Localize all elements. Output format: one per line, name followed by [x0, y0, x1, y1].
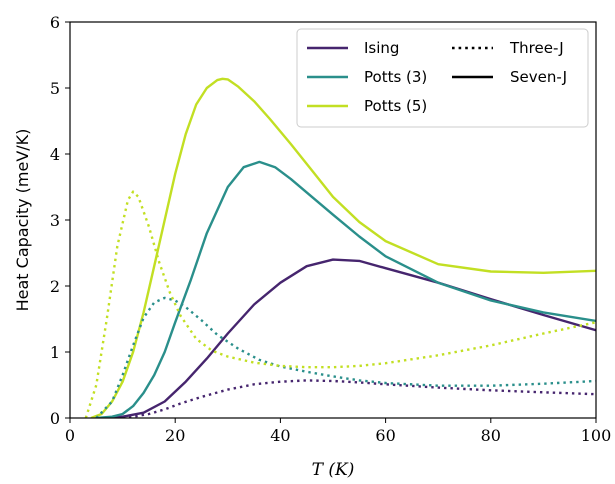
y-tick-label: 1 — [50, 343, 60, 362]
series-line-ising-three-j — [122, 379, 596, 418]
x-axis-ticks: 0 20 40 60 80 100 — [65, 418, 611, 445]
y-tick-label: 3 — [50, 211, 60, 230]
series-line-potts-5-seven-j — [90, 77, 596, 418]
plot-area — [84, 77, 596, 418]
y-axis-ticks: 0 1 2 3 4 5 6 — [50, 13, 70, 428]
legend-label: Seven-J — [510, 68, 567, 86]
legend-label: Potts (3) — [364, 68, 427, 86]
x-tick-label: 60 — [375, 426, 395, 445]
legend-label: Ising — [364, 39, 399, 57]
x-tick-label: 0 — [65, 426, 75, 445]
x-tick-label: 20 — [165, 426, 185, 445]
y-tick-label: 4 — [50, 145, 60, 164]
x-tick-label: 100 — [581, 426, 612, 445]
y-tick-label: 6 — [50, 13, 60, 32]
series-line-potts-5-three-j — [84, 190, 596, 418]
legend-label: Three-J — [509, 39, 564, 57]
plot-frame — [69, 21, 597, 419]
series-line-potts-3-seven-j — [96, 160, 596, 418]
x-axis-label: T (K) — [312, 460, 355, 480]
y-tick-label: 0 — [50, 409, 60, 428]
y-tick-label: 5 — [50, 79, 60, 98]
legend: Ising Potts (3) Potts (5) Three-J Seven-J — [296, 28, 589, 128]
x-tick-label: 40 — [270, 426, 290, 445]
y-axis-label: Heat Capacity (meV/K) — [13, 129, 32, 312]
series-line-potts-3-three-j — [95, 296, 596, 418]
x-tick-label: 80 — [481, 426, 501, 445]
legend-label: Potts (5) — [364, 97, 427, 115]
y-tick-label: 2 — [50, 277, 60, 296]
series-line-ising-seven-j — [106, 258, 596, 418]
legend-box — [296, 28, 589, 128]
